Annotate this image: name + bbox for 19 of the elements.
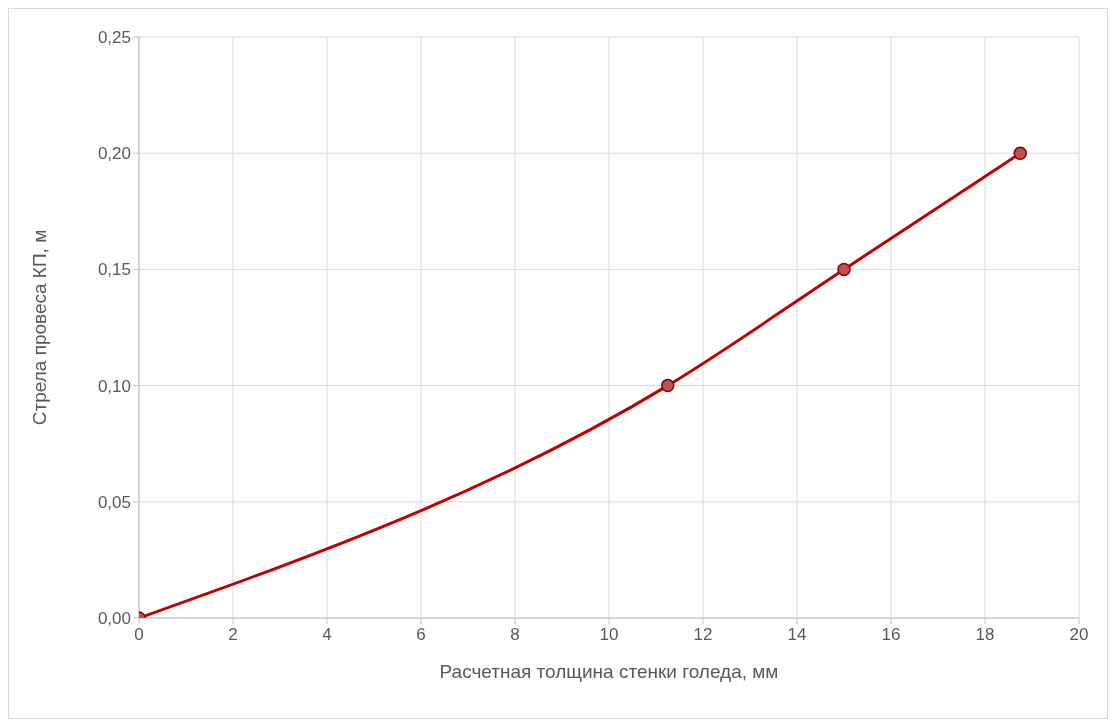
x-tick-label: 8 [510, 625, 520, 644]
y-tick-label: 0,15 [97, 260, 131, 280]
x-tick-label: 0 [134, 625, 144, 644]
y-axis-title: Стрела провеса КП, м [28, 229, 50, 426]
x-tick-label: 10 [599, 625, 619, 644]
y-tick-label: 0,25 [97, 28, 131, 48]
x-tick-label: 18 [975, 625, 995, 644]
x-tick-label: 16 [881, 625, 901, 644]
y-tick-label: 0,20 [97, 144, 131, 164]
x-tick-label: 14 [787, 625, 807, 644]
x-tick-label: 6 [416, 625, 426, 644]
x-tick-label: 4 [322, 625, 332, 644]
x-tick-label: 20 [1069, 625, 1089, 644]
x-tick-label: 2 [228, 625, 238, 644]
x-axis-title: Расчетная толщина стенки голеда, мм [439, 661, 779, 682]
y-tick-label: 0,05 [97, 492, 131, 512]
y-tick-label: 0,10 [97, 376, 131, 396]
y-tick-label: 0,00 [97, 609, 131, 629]
x-tick-label: 12 [693, 625, 713, 644]
